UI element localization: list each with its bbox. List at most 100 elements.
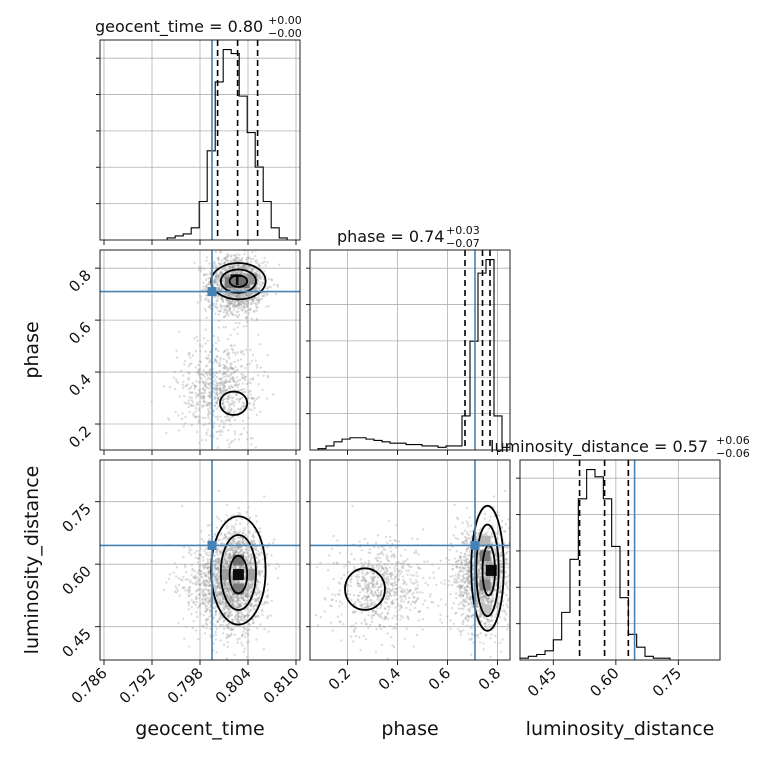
scatter-phase-geocent-time-sample-point <box>226 298 229 302</box>
scatter-phase-geocent-time-sample-point <box>233 301 237 304</box>
scatter-phase-geocent-time-sample-point <box>188 354 191 357</box>
scatter-phase-geocent-time-sample-point <box>207 300 211 304</box>
scatter-distance-geocent-time-sample-point <box>239 546 243 549</box>
scatter-distance-geocent-time-sample-point <box>188 645 191 648</box>
scatter-distance-phase-sample-point <box>486 599 490 603</box>
scatter-phase-geocent-time-sample-point <box>206 403 209 407</box>
scatter-distance-geocent-time-sample-point <box>226 604 229 608</box>
scatter-distance-phase-sample-point <box>449 593 452 596</box>
scatter-distance-geocent-time-sample-point <box>255 593 258 597</box>
scatter-distance-geocent-time-sample-point <box>222 620 225 623</box>
scatter-phase-geocent-time-sample-point <box>244 292 247 295</box>
scatter-distance-geocent-time-sample-point <box>228 622 231 626</box>
scatter-phase-geocent-time-sample-point <box>208 281 211 284</box>
scatter-distance-geocent-time-sample-point <box>196 561 200 564</box>
scatter-distance-geocent-time-sample-point <box>237 606 241 609</box>
scatter-phase-geocent-time-sample-point <box>250 297 253 301</box>
scatter-distance-geocent-time-sample-point <box>248 585 251 588</box>
scatter-distance-geocent-time-sample-point <box>226 589 229 592</box>
scatter-distance-geocent-time-sample-point <box>178 594 182 597</box>
scatter-distance-geocent-time-sample-point <box>206 600 209 603</box>
scatter-phase-geocent-time-sample-point <box>198 441 201 445</box>
scatter-phase-geocent-time-sample-point <box>218 371 221 374</box>
scatter-distance-geocent-time-sample-point <box>202 602 205 605</box>
scatter-phase-geocent-time-sample-point <box>245 348 248 352</box>
scatter-phase-geocent-time-sample-point <box>235 271 238 275</box>
scatter-phase-geocent-time-sample-point <box>208 378 211 381</box>
scatter-distance-geocent-time-sample-point <box>241 541 244 544</box>
scatter-phase-geocent-time-sample-point <box>257 383 260 386</box>
scatter-phase-geocent-time-sample-point <box>229 265 233 268</box>
scatter-distance-geocent-time-sample-point <box>232 552 236 555</box>
scatter-phase-geocent-time-sample-point <box>236 407 240 411</box>
scatter-phase-geocent-time-sample-point <box>175 349 178 353</box>
scatter-phase-geocent-time-sample-point <box>222 406 225 409</box>
scatter-phase-geocent-time-sample-point <box>190 399 193 402</box>
scatter-phase-geocent-time-sample-point <box>244 378 247 382</box>
scatter-distance-geocent-time-sample-point <box>235 601 238 604</box>
scatter-phase-geocent-time-sample-point <box>216 381 219 385</box>
scatter-distance-geocent-time-sample-point <box>196 606 199 609</box>
scatter-phase-geocent-time-sample-point <box>202 288 205 291</box>
scatter-phase-geocent-time-sample-point <box>259 410 262 413</box>
scatter-distance-geocent-time-sample-point <box>217 593 220 597</box>
scatter-distance-geocent-time-sample-point <box>250 582 253 585</box>
scatter-distance-geocent-time-sample-point <box>237 615 241 618</box>
scatter-phase-geocent-time-sample-point <box>228 379 231 383</box>
scatter-phase-geocent-time-sample-point <box>205 371 209 374</box>
scatter-phase-geocent-time-sample-point <box>233 270 236 274</box>
scatter-distance-geocent-time-sample-point <box>230 542 234 545</box>
scatter-distance-phase-sample-point <box>481 599 485 602</box>
scatter-phase-geocent-time-sample-point <box>204 328 207 331</box>
scatter-distance-geocent-time-sample-point <box>243 570 246 574</box>
scatter-phase-geocent-time-sample-point <box>222 308 226 311</box>
scatter-distance-geocent-time-sample-point <box>212 616 216 619</box>
scatter-distance-geocent-time-sample-point <box>204 584 207 588</box>
scatter-distance-geocent-time-sample-point <box>215 587 218 591</box>
scatter-distance-geocent-time-xtick-label: 0.792 <box>116 664 159 707</box>
scatter-distance-geocent-time-sample-point <box>227 556 231 559</box>
scatter-distance-geocent-time-sample-point <box>226 588 230 591</box>
scatter-distance-geocent-time-sample-point <box>233 567 236 570</box>
scatter-distance-geocent-time-sample-point <box>241 625 245 629</box>
scatter-distance-geocent-time-sample-point <box>202 579 205 582</box>
scatter-phase-geocent-time-sample-point <box>255 298 258 302</box>
scatter-phase-geocent-time-sample-point <box>233 409 236 413</box>
scatter-phase-geocent-time-sample-point <box>221 279 225 282</box>
scatter-distance-phase-sample-point <box>457 628 460 631</box>
scatter-distance-geocent-time-sample-point <box>215 585 219 588</box>
scatter-distance-geocent-time-sample-point <box>227 583 230 587</box>
scatter-phase-geocent-time-sample-point <box>223 371 226 374</box>
scatter-phase-geocent-time-sample-point <box>212 375 215 378</box>
scatter-distance-geocent-time-sample-point <box>217 538 220 542</box>
scatter-distance-geocent-time-sample-point <box>240 617 243 621</box>
scatter-phase-geocent-time-sample-point <box>194 349 198 353</box>
scatter-phase-geocent-time-sample-point <box>253 301 256 305</box>
scatter-distance-phase-sample-point <box>467 615 470 619</box>
scatter-phase-geocent-time-sample-point <box>228 411 232 415</box>
scatter-distance-geocent-time-sample-point <box>189 579 192 582</box>
scatter-phase-geocent-time-sample-point <box>243 427 246 430</box>
scatter-phase-geocent-time-sample-point <box>215 281 219 285</box>
scatter-distance-geocent-time-sample-point <box>238 522 242 525</box>
scatter-distance-phase-sample-point <box>455 578 458 581</box>
scatter-distance-geocent-time-sample-point <box>187 551 191 555</box>
scatter-phase-geocent-time-sample-point <box>227 400 230 404</box>
scatter-distance-geocent-time-sample-point <box>249 603 252 606</box>
scatter-phase-geocent-time-sample-point <box>261 388 264 392</box>
scatter-distance-geocent-time-sample-point <box>250 579 253 583</box>
scatter-phase-geocent-time-sample-point <box>212 280 216 283</box>
scatter-distance-geocent-time-sample-point <box>212 634 215 638</box>
scatter-distance-geocent-time-sample-point <box>226 582 230 585</box>
scatter-distance-geocent-time-sample-point <box>188 549 191 552</box>
scatter-distance-geocent-time-sample-point <box>256 597 260 601</box>
scatter-phase-geocent-time-sample-point <box>229 344 233 347</box>
scatter-phase-geocent-time-sample-point <box>240 287 243 291</box>
scatter-phase-geocent-time-sample-point <box>215 402 219 405</box>
scatter-distance-geocent-time-sample-point <box>226 613 230 617</box>
scatter-distance-geocent-time-sample-point <box>244 556 248 560</box>
scatter-phase-geocent-time-sample-point <box>228 303 232 306</box>
scatter-distance-geocent-time-sample-point <box>241 552 245 555</box>
scatter-distance-geocent-time-sample-point <box>245 546 249 549</box>
scatter-distance-geocent-time-sample-point <box>202 625 205 629</box>
